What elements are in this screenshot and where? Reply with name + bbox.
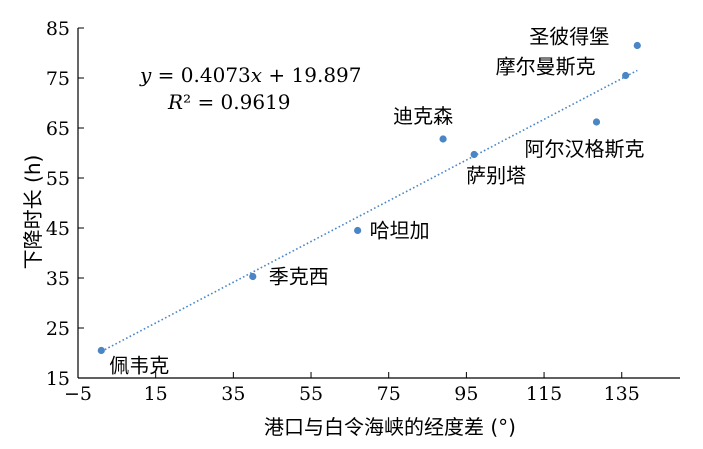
equation-y-var: y [139, 63, 152, 87]
trendline-equation: y = 0.4073x + 19.897 [139, 63, 362, 87]
y-tick-label: 65 [46, 118, 70, 140]
y-tick-label: 25 [46, 318, 70, 340]
r-squared-symbol: R [167, 90, 183, 114]
data-point-label: 哈坦加 [370, 219, 430, 243]
y-tick-label: 85 [46, 18, 70, 40]
y-tick-label: 45 [46, 218, 70, 240]
x-tick-label: 95 [454, 383, 478, 405]
data-point-label: 季克西 [269, 265, 329, 289]
y-tick-label: 75 [46, 68, 70, 90]
trendline-group [100, 69, 638, 353]
data-point [439, 135, 447, 143]
y-tick-label: 35 [46, 268, 70, 290]
data-point-label: 摩尔曼斯克 [496, 55, 596, 79]
data-points [97, 41, 641, 355]
x-tick-label: 115 [526, 383, 562, 405]
data-point [633, 41, 641, 50]
r-squared-value: ² = 0.9619 [183, 90, 290, 114]
data-point [97, 346, 105, 355]
equation-intercept: + 19.897 [262, 63, 361, 87]
x-tick-label: −5 [64, 383, 92, 405]
data-point-label: 圣彼得堡 [529, 25, 609, 49]
r-squared: R² = 0.9619 [167, 90, 291, 114]
x-tick-label: 15 [144, 383, 168, 405]
x-tick-label: 75 [377, 383, 401, 405]
y-axis: 15 25 35 45 55 65 75 85 [46, 18, 84, 390]
data-point [592, 118, 601, 126]
data-point-label: 佩韦克 [109, 354, 169, 378]
equation-slope: = 0.4073 [151, 63, 250, 87]
data-point-label: 阿尔汉格斯克 [524, 137, 644, 161]
data-point-label: 迪克森 [393, 104, 453, 128]
data-point [249, 272, 257, 281]
x-tick-label: 135 [604, 383, 640, 405]
data-point [470, 150, 478, 159]
data-point [354, 226, 362, 235]
y-tick-label: 15 [46, 368, 70, 390]
data-point [622, 71, 630, 80]
x-axis-title: 港口与白令海峡的经度差 (°) [264, 415, 516, 439]
y-axis-title: 下降时长 (h) [21, 155, 45, 270]
data-point-label: 萨别塔 [466, 164, 526, 188]
equation-x-var: x [251, 63, 262, 87]
trendline [100, 69, 638, 353]
y-tick-label: 55 [46, 168, 70, 190]
x-axis: −5 15 35 55 75 95 115 135 [64, 372, 680, 405]
x-tick-label: 35 [221, 383, 245, 405]
x-tick-label: 55 [299, 383, 323, 405]
